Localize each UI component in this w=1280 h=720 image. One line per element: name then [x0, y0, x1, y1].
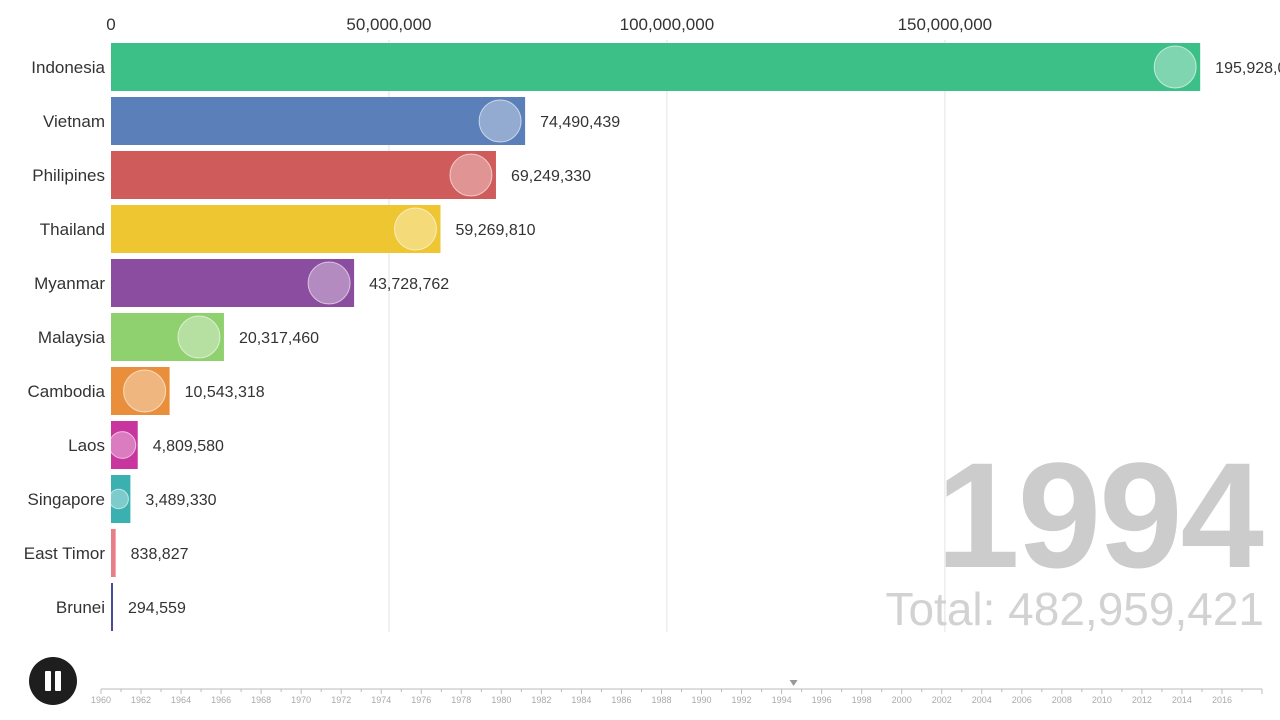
bar: [111, 151, 496, 199]
flag-icon: [108, 488, 129, 510]
timeline-year-label: 1998: [852, 695, 872, 705]
value-label: 43,728,762: [369, 276, 449, 293]
timeline-year-label: 1984: [571, 695, 591, 705]
pause-button[interactable]: [29, 657, 77, 705]
value-label: 195,928,005: [1215, 60, 1280, 77]
bar: [111, 583, 113, 631]
timeline-year-label: 1972: [331, 695, 351, 705]
value-label: 3,489,330: [145, 492, 216, 509]
timeline-year-label: 1992: [732, 695, 752, 705]
timeline-year-label: 1966: [211, 695, 231, 705]
flag-icon: [1153, 45, 1197, 89]
timeline-year-label: 1986: [611, 695, 631, 705]
value-label: 10,543,318: [185, 384, 265, 401]
timeline-marker[interactable]: [789, 680, 798, 686]
flag-icon: [177, 315, 221, 359]
value-label: 294,559: [128, 600, 186, 617]
timeline-year-label: 2004: [972, 695, 992, 705]
timeline-year-label: 2008: [1052, 695, 1072, 705]
timeline-year-label: 2000: [892, 695, 912, 705]
x-tick-label: 0: [106, 15, 115, 34]
timeline-year-label: 1980: [491, 695, 511, 705]
x-tick-label: 50,000,000: [346, 15, 431, 34]
current-year: 1994: [936, 431, 1264, 599]
flag-icon: [123, 369, 167, 413]
bar: [111, 421, 138, 469]
flag-icon: [108, 431, 137, 459]
timeline-year-label: 1960: [91, 695, 111, 705]
x-tick-label: 150,000,000: [898, 15, 993, 34]
flag-icon: [478, 99, 522, 143]
flag-icon: [449, 153, 493, 197]
timeline-year-label: 2012: [1132, 695, 1152, 705]
value-label: 20,317,460: [239, 330, 319, 347]
category-label: Brunei: [56, 598, 105, 617]
bar: [111, 367, 170, 415]
timeline-year-label: 1996: [812, 695, 832, 705]
timeline-year-label: 1962: [131, 695, 151, 705]
category-label: Malaysia: [38, 328, 106, 347]
timeline-year-label: 1978: [451, 695, 471, 705]
timeline-year-label: 2002: [932, 695, 952, 705]
timeline-year-label: 1994: [772, 695, 792, 705]
bar: [111, 475, 131, 523]
bar-chart: 0 50,000,000 100,000,000 150,000,000 Indone…: [24, 15, 1280, 632]
value-label: 4,809,580: [153, 438, 224, 455]
category-label: Philipines: [32, 166, 105, 185]
bar: [111, 529, 116, 577]
year-timeline[interactable]: 1960 1962 1964 1966 1968 1970 1972 1974 1976 1978…: [0, 672, 1280, 712]
value-label: 74,490,439: [540, 114, 620, 131]
value-label: 838,827: [131, 546, 189, 563]
category-label: Vietnam: [43, 112, 105, 131]
value-label: 59,269,810: [455, 222, 535, 239]
category-label: Singapore: [27, 490, 105, 509]
bar: [111, 43, 1201, 91]
timeline-year-label: 1964: [171, 695, 191, 705]
timeline-year-label: 1970: [291, 695, 311, 705]
timeline-year-label: 1976: [411, 695, 431, 705]
flag-icon: [393, 207, 437, 251]
timeline-year-label: 2006: [1012, 695, 1032, 705]
bar: [111, 97, 526, 145]
timeline-year-label: 2016: [1212, 695, 1232, 705]
timeline-year-label: 2014: [1172, 695, 1192, 705]
value-label: 69,249,330: [511, 168, 591, 185]
category-label: Laos: [68, 436, 105, 455]
pause-icon: [45, 671, 51, 691]
timeline-year-label: 1982: [531, 695, 551, 705]
timeline-year-label: 1974: [371, 695, 391, 705]
timeline-year-label: 1990: [692, 695, 712, 705]
timeline-year-label: 1968: [251, 695, 271, 705]
bar: [111, 205, 441, 253]
category-label: Myanmar: [34, 274, 105, 293]
bar: [111, 313, 224, 361]
timeline-year-label: 2010: [1092, 695, 1112, 705]
category-label: Indonesia: [31, 58, 105, 77]
bar: [111, 259, 355, 307]
category-label: East Timor: [24, 544, 106, 563]
category-label: Cambodia: [28, 382, 106, 401]
flag-icon: [307, 261, 351, 305]
total-population: Total: 482,959,421: [885, 583, 1264, 635]
category-label: Thailand: [40, 220, 105, 239]
timeline-year-label: 1988: [651, 695, 671, 705]
x-tick-label: 100,000,000: [620, 15, 715, 34]
